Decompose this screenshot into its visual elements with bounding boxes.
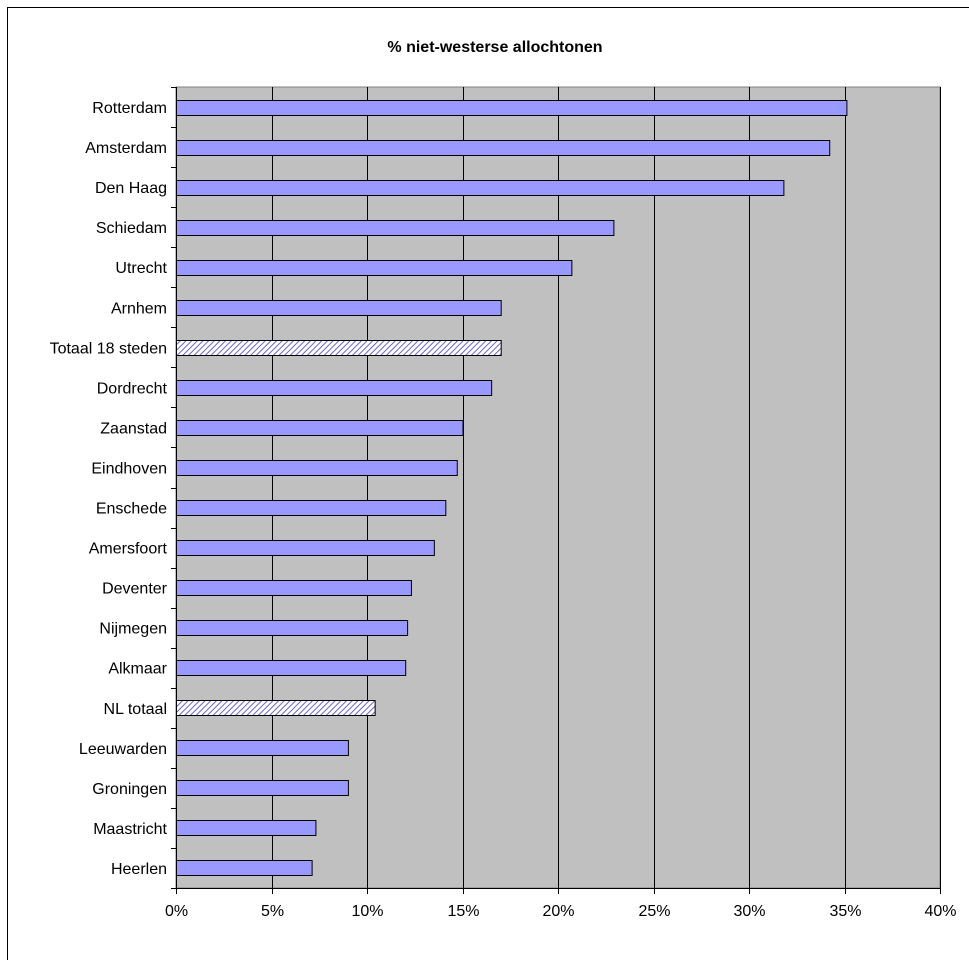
category-label-deventer: Deventer: [102, 581, 168, 598]
category-label-totaal-18-steden: Totaal 18 steden: [50, 340, 167, 357]
category-label-den-haag: Den Haag: [95, 180, 167, 197]
x-tick-label-25%: 25%: [638, 903, 670, 920]
category-label-schiedam: Schiedam: [96, 220, 167, 237]
x-tick-label-0%: 0%: [165, 903, 188, 920]
category-label-arnhem: Arnhem: [111, 300, 167, 317]
bar-utrecht: [176, 260, 573, 276]
bar-rotterdam: [176, 100, 848, 116]
bar-enschede: [176, 500, 447, 516]
category-label-rotterdam: Rotterdam: [92, 100, 167, 117]
x-tick-label-20%: 20%: [542, 903, 574, 920]
bar-leeuwarden: [176, 740, 349, 756]
x-tick-label-15%: 15%: [447, 903, 479, 920]
chart-title: % niet-westerse allochtonen: [387, 39, 602, 56]
bar-dordrecht: [176, 380, 493, 396]
category-label-nijmegen: Nijmegen: [99, 621, 167, 638]
bar-den-haag: [176, 180, 785, 196]
bar-arnhem: [176, 300, 502, 316]
category-label-utrecht: Utrecht: [115, 260, 167, 277]
category-label-amersfoort: Amersfoort: [89, 541, 168, 558]
category-label-heerlen: Heerlen: [111, 861, 167, 878]
chart-frame: [7, 7, 969, 960]
x-tick-label-35%: 35%: [829, 903, 861, 920]
bar-amsterdam: [176, 140, 831, 156]
category-label-dordrecht: Dordrecht: [97, 380, 168, 397]
x-tick-label-5%: 5%: [261, 903, 284, 920]
x-tick-label-10%: 10%: [351, 903, 383, 920]
bar-nl-totaal: [176, 700, 376, 716]
bar-heerlen: [176, 860, 313, 876]
category-label-nl-totaal: NL totaal: [104, 701, 167, 718]
bar-schiedam: [176, 220, 615, 236]
category-label-alkmaar: Alkmaar: [108, 661, 167, 678]
category-label-maastricht: Maastricht: [93, 821, 167, 838]
bar-zaanstad: [176, 420, 464, 436]
category-label-zaanstad: Zaanstad: [100, 420, 167, 437]
bar-deventer: [176, 580, 412, 596]
bar-eindhoven: [176, 460, 458, 476]
category-label-leeuwarden: Leeuwarden: [79, 741, 167, 758]
category-label-eindhoven: Eindhoven: [91, 460, 167, 477]
category-label-enschede: Enschede: [96, 501, 167, 518]
bar-alkmaar: [176, 660, 407, 676]
category-label-amsterdam: Amsterdam: [85, 140, 167, 157]
x-tick-label-30%: 30%: [733, 903, 765, 920]
bar-groningen: [176, 780, 349, 796]
bar-maastricht: [176, 820, 317, 836]
x-tick-label-40%: 40%: [924, 903, 956, 920]
bar-totaal-18-steden: [176, 340, 502, 356]
bar-nijmegen: [176, 620, 409, 636]
bar-amersfoort: [176, 540, 435, 556]
category-label-groningen: Groningen: [92, 781, 167, 798]
